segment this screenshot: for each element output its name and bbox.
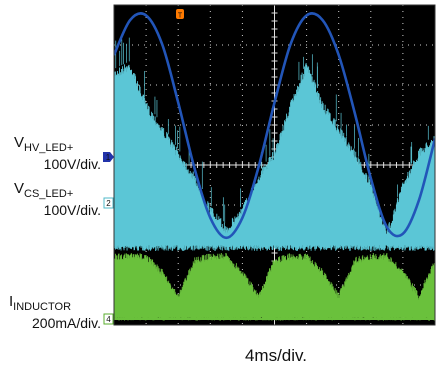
series-vhv-point <box>402 233 404 235</box>
series-vhv-point <box>321 19 324 22</box>
series-iinductor-band <box>114 253 435 321</box>
time-scale-label: 4ms/div. <box>245 346 307 365</box>
series-label-vhv: VHV_LED+ <box>14 134 73 154</box>
trigger-marker-label: T <box>178 13 183 20</box>
series-scale-vhv: 100V/div. <box>44 156 101 172</box>
channel-4-marker-icon: 4 <box>103 313 114 325</box>
channel-2-marker-icon: 2 <box>103 197 114 209</box>
channel-1-marker-icon: 1 <box>103 152 114 162</box>
svg-text:1: 1 <box>106 153 111 162</box>
series-vhv-point <box>241 217 244 219</box>
series-vhv-point <box>177 101 179 104</box>
trigger-marker-icon: T <box>176 9 184 20</box>
series-vhv-point <box>145 14 147 17</box>
series-vhv-point <box>225 237 228 239</box>
series-vhv-point <box>353 112 356 114</box>
series-vhv-point <box>193 166 196 169</box>
series-label-vcs: VCS_LED+ <box>14 180 73 200</box>
series-scale-iind: 200mA/div. <box>32 315 101 331</box>
svg-text:4: 4 <box>106 315 111 324</box>
series-vhv-point <box>337 54 340 56</box>
series-vhv-point <box>209 217 212 219</box>
series-iinductor-trace <box>114 253 435 321</box>
series-vhv-point <box>370 177 372 179</box>
series-vhv-point <box>305 14 308 17</box>
series-vhv-point <box>273 101 276 104</box>
series-vhv-point <box>129 19 131 22</box>
series-vhv-point <box>386 226 388 228</box>
svg-text:2: 2 <box>106 199 111 208</box>
series-vhv-point <box>161 43 163 45</box>
series-vhv-point <box>257 166 260 169</box>
series-vhv-point <box>418 199 420 201</box>
series-label-iind: IINDUCTOR <box>9 293 71 313</box>
series-scale-vcs: 100V/div. <box>44 202 101 218</box>
series-vhv-point <box>289 43 292 45</box>
scope-traces <box>114 12 435 321</box>
scope-frame <box>113 4 436 326</box>
